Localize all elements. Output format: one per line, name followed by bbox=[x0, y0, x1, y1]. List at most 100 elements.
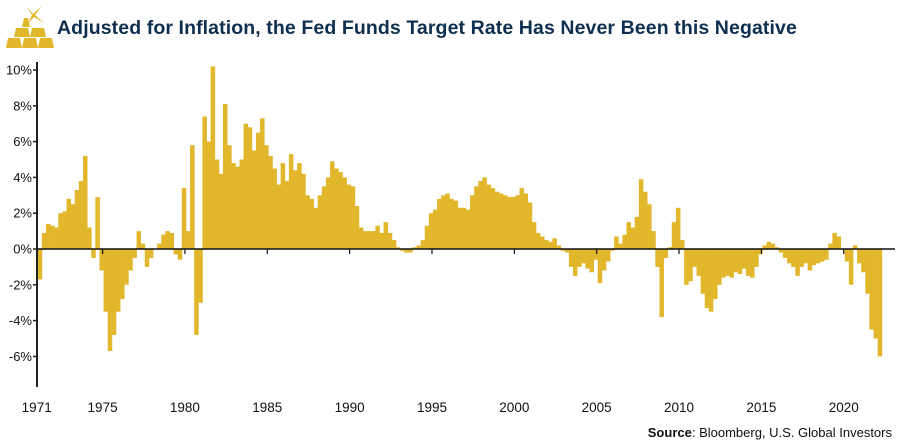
bar bbox=[667, 247, 673, 249]
bar bbox=[264, 145, 269, 249]
bar bbox=[338, 172, 343, 249]
bar bbox=[251, 150, 257, 249]
bar bbox=[111, 249, 117, 335]
bar bbox=[288, 154, 294, 249]
bar bbox=[243, 123, 249, 249]
bar bbox=[412, 247, 417, 249]
bar bbox=[132, 249, 137, 258]
bar bbox=[391, 240, 397, 249]
y-tick-label: 4% bbox=[13, 170, 32, 185]
bar bbox=[523, 193, 529, 249]
bar bbox=[416, 245, 422, 249]
bar bbox=[54, 227, 59, 249]
bar bbox=[688, 249, 693, 282]
bar bbox=[165, 231, 170, 249]
bar bbox=[375, 225, 380, 249]
bar bbox=[87, 227, 92, 249]
bar bbox=[62, 211, 67, 249]
bar bbox=[437, 198, 442, 249]
bar bbox=[58, 213, 63, 249]
bar bbox=[190, 145, 195, 249]
bar bbox=[803, 249, 809, 264]
bar bbox=[721, 249, 726, 278]
bar bbox=[50, 225, 55, 249]
bar bbox=[371, 231, 376, 249]
bar bbox=[511, 197, 516, 249]
bar bbox=[161, 234, 166, 249]
bar bbox=[622, 234, 627, 249]
bar bbox=[601, 249, 607, 271]
y-tick-label: 0% bbox=[13, 242, 32, 257]
bar bbox=[247, 127, 253, 249]
x-tick-label: 2010 bbox=[664, 400, 694, 415]
bar bbox=[548, 241, 553, 249]
bar bbox=[651, 231, 656, 249]
bar bbox=[268, 155, 273, 249]
bar bbox=[515, 195, 520, 249]
bar bbox=[309, 198, 314, 249]
bar bbox=[107, 249, 113, 352]
bar bbox=[400, 249, 405, 251]
bar bbox=[552, 238, 557, 249]
bar bbox=[778, 249, 784, 253]
bar bbox=[811, 249, 817, 266]
bar bbox=[774, 247, 780, 249]
bar bbox=[255, 132, 261, 249]
bar bbox=[292, 170, 298, 249]
bar bbox=[470, 195, 475, 249]
bar bbox=[634, 216, 640, 249]
chart-title: Adjusted for Inflation, the Fed Funds Ta… bbox=[57, 17, 797, 39]
bar bbox=[725, 249, 730, 276]
bar bbox=[535, 232, 541, 249]
bar bbox=[700, 249, 706, 294]
bar bbox=[424, 225, 430, 249]
bar bbox=[280, 163, 286, 249]
bar bbox=[478, 180, 483, 249]
bar bbox=[325, 177, 331, 249]
bar bbox=[239, 159, 244, 249]
bar bbox=[91, 249, 96, 258]
bars-group bbox=[37, 66, 883, 357]
bar bbox=[428, 213, 434, 249]
x-tick-label: 1971 bbox=[22, 400, 52, 415]
bar bbox=[844, 249, 850, 262]
bar bbox=[647, 204, 652, 249]
bar bbox=[852, 245, 858, 249]
bar bbox=[305, 195, 310, 249]
bar bbox=[585, 249, 590, 269]
bar bbox=[144, 249, 150, 267]
bar bbox=[630, 227, 636, 249]
y-tick-label: -2% bbox=[9, 277, 33, 292]
bar bbox=[857, 249, 862, 264]
bar bbox=[235, 166, 240, 249]
bar bbox=[321, 186, 327, 249]
bar bbox=[362, 231, 368, 249]
bar bbox=[750, 249, 755, 278]
x-tick-label: 2020 bbox=[829, 400, 859, 415]
bar bbox=[70, 204, 76, 249]
bar bbox=[762, 245, 767, 249]
bar bbox=[507, 197, 512, 249]
bar bbox=[531, 222, 537, 249]
bar bbox=[330, 161, 335, 249]
source-label: Source bbox=[647, 425, 692, 440]
x-tick-label: 1995 bbox=[417, 400, 447, 415]
bar bbox=[420, 240, 426, 249]
bar bbox=[449, 198, 454, 249]
bar bbox=[680, 240, 685, 249]
bar bbox=[260, 118, 265, 249]
bar bbox=[696, 249, 702, 276]
bar bbox=[733, 249, 739, 273]
bar bbox=[387, 232, 393, 249]
bar bbox=[671, 222, 677, 249]
bar bbox=[556, 245, 562, 249]
bar bbox=[441, 195, 446, 249]
bar bbox=[729, 249, 734, 278]
bar bbox=[626, 222, 632, 249]
y-tick-label: -6% bbox=[9, 349, 33, 364]
bar bbox=[754, 249, 759, 267]
y-tick-label: 2% bbox=[13, 206, 32, 221]
bar bbox=[120, 249, 125, 300]
bar bbox=[202, 116, 207, 249]
x-tick-label: 1990 bbox=[335, 400, 365, 415]
